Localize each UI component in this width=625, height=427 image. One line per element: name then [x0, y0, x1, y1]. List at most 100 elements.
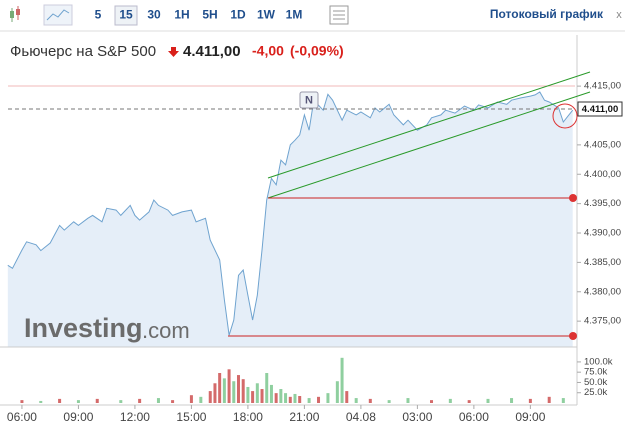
volume-bar: [199, 396, 203, 403]
plot: [7, 91, 574, 347]
price-label: 4.411,00: [582, 104, 618, 115]
level-handle[interactable]: [569, 332, 577, 340]
volume-bar: [326, 393, 330, 403]
interval-button[interactable]: 30: [147, 8, 161, 22]
volume-bar: [232, 381, 236, 403]
y-tick-label: 4.415,00: [584, 81, 621, 92]
volume-bar: [486, 398, 490, 403]
x-tick-label: 18:00: [233, 410, 263, 424]
volume-bar: [317, 396, 321, 403]
volume-bar: [547, 396, 551, 403]
volume-bar: [236, 375, 240, 403]
volume-bar: [241, 379, 245, 403]
interval-button[interactable]: 5: [95, 8, 102, 22]
watermark: Investing: [24, 313, 143, 343]
price: 4.411,00: [183, 43, 241, 60]
volume-bar: [227, 369, 231, 403]
price-label-box: [577, 101, 623, 117]
active-interval-box: [114, 5, 138, 26]
volume-bar: [269, 384, 273, 403]
highlight-circle: [552, 103, 578, 129]
volume-bar: [406, 398, 410, 403]
x-tick-label: 09:00: [515, 410, 545, 424]
y-tick-label: 4.385,00: [584, 257, 621, 268]
trend-line: [267, 71, 591, 179]
volume-bar: [251, 391, 255, 403]
change: -4,00: [252, 43, 284, 59]
volume-bar: [298, 396, 302, 403]
volume-bar: [335, 381, 339, 403]
volume-bar: [189, 395, 193, 403]
volume-bar: [76, 400, 80, 403]
y-tick-label: 4.380,00: [584, 286, 621, 297]
volume-tick-label: 25.0k: [584, 387, 607, 398]
watermark: .com: [142, 318, 190, 343]
volume-bar: [279, 389, 283, 403]
y-tick-label: 4.405,00: [584, 139, 621, 150]
volume-bar: [58, 398, 62, 403]
volume-bar: [213, 383, 217, 403]
trend-line: [267, 91, 591, 199]
y-tick-label: 4.395,00: [584, 198, 621, 209]
volume-bar: [156, 398, 160, 403]
volume-bar: [39, 400, 43, 403]
area-icon[interactable]: [43, 4, 73, 26]
news-marker[interactable]: [299, 91, 319, 109]
x-tick-label: 06:00: [459, 410, 489, 424]
volume-bar: [208, 391, 212, 403]
volume-bar: [255, 383, 259, 403]
settings-icon[interactable]: [329, 5, 349, 25]
volume-bar: [368, 398, 372, 403]
y-tick-label: 4.400,00: [584, 169, 621, 180]
candle-icon[interactable]: [10, 6, 20, 22]
volume-bar: [345, 391, 349, 403]
volume-bar: [293, 393, 297, 403]
x-tick-label: 12:00: [120, 410, 150, 424]
volume-bar: [95, 398, 99, 403]
volume-bar: [138, 398, 142, 403]
volume-bar: [171, 400, 175, 403]
volume-bar: [561, 398, 565, 403]
volume-tick-label: 100.0k: [584, 356, 613, 367]
interval-button[interactable]: 1W: [257, 8, 276, 22]
stream-link[interactable]: Потоковый график: [490, 7, 604, 21]
volume-bar: [354, 398, 358, 403]
volume-bar: [246, 386, 250, 403]
x-tick-label: 04.08: [346, 410, 376, 424]
interval-button[interactable]: 5H: [202, 8, 217, 22]
volume-bar: [288, 396, 292, 403]
interval-button[interactable]: 1D: [230, 8, 246, 22]
change-percent: (-0,09%): [290, 43, 344, 59]
x-tick-label: 15:00: [176, 410, 206, 424]
instrument-title: Фьючерс на S&P 500: [10, 43, 156, 60]
volume-bar: [20, 400, 24, 403]
y-tick-label: 4.390,00: [584, 228, 621, 239]
close-button[interactable]: x: [616, 9, 622, 21]
interval-button[interactable]: 15: [119, 8, 133, 22]
volume-bar: [467, 400, 471, 403]
volume-bar: [387, 400, 391, 403]
volume-bar: [218, 373, 222, 403]
x-tick-label: 21:00: [289, 410, 319, 424]
volume-tick-label: 50.0k: [584, 377, 607, 388]
down-arrow: [168, 47, 179, 57]
level-handle[interactable]: [569, 194, 577, 202]
y-tick-label: 4.375,00: [584, 316, 621, 327]
interval-button[interactable]: 1M: [286, 8, 303, 22]
area-fill: [7, 92, 573, 347]
x-tick-label: 09:00: [63, 410, 93, 424]
volume-bar: [448, 398, 452, 403]
volume-bar: [260, 389, 264, 403]
volume-bar: [307, 398, 311, 403]
x-tick-label: 03:00: [402, 410, 432, 424]
volume-bar: [265, 373, 269, 403]
x-tick-label: 06:00: [7, 410, 37, 424]
interval-button[interactable]: 1H: [174, 8, 189, 22]
volume-bar: [274, 393, 278, 403]
volume-bar: [430, 400, 434, 403]
news-marker-label: N: [305, 94, 313, 106]
volume-bar: [528, 398, 532, 403]
